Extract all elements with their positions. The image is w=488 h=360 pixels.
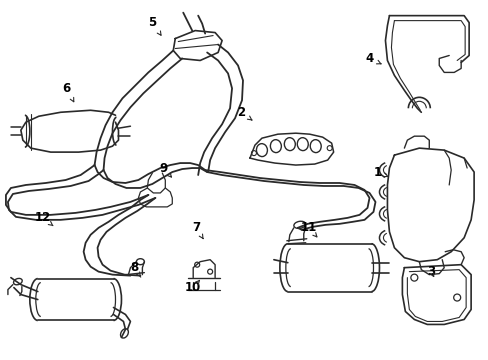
Text: 1: 1 [373, 166, 381, 179]
Text: 2: 2 [237, 106, 244, 119]
Text: 10: 10 [184, 281, 201, 294]
Text: 12: 12 [35, 211, 51, 224]
Text: 5: 5 [148, 16, 156, 29]
Text: 4: 4 [365, 52, 373, 65]
Text: 3: 3 [427, 265, 434, 278]
Text: 11: 11 [300, 221, 316, 234]
Text: 6: 6 [62, 82, 71, 95]
Text: 9: 9 [159, 162, 167, 175]
Text: 7: 7 [192, 221, 200, 234]
Text: 8: 8 [130, 261, 138, 274]
